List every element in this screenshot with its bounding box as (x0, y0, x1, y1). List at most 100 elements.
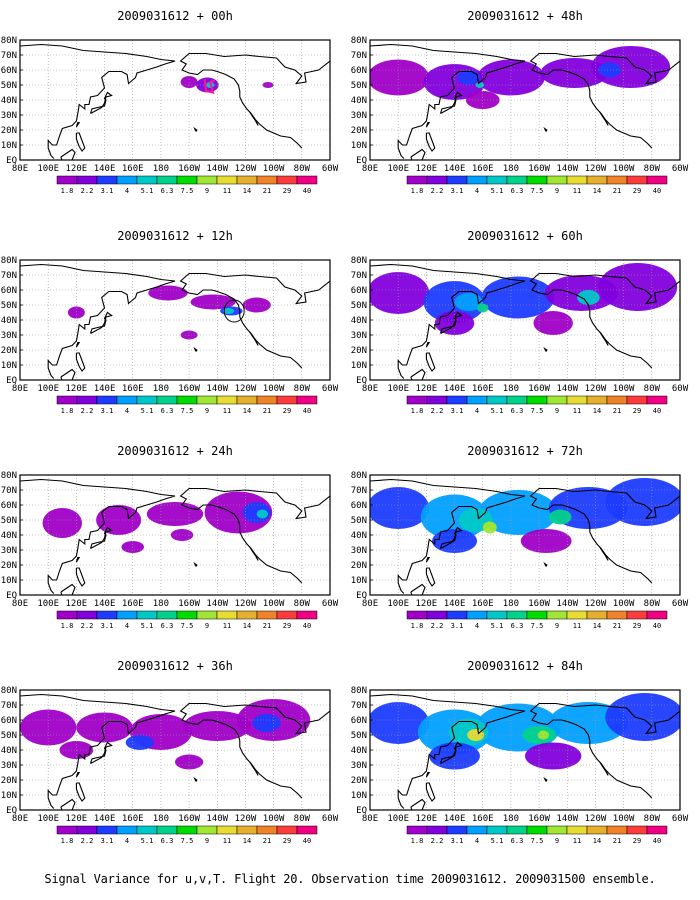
lon-tick-label: 100W (263, 599, 285, 609)
lon-tick-label: 100E (387, 164, 409, 174)
lon-tick-label: 160W (178, 384, 200, 394)
coastline (179, 52, 330, 149)
lat-tick-label: EQ (356, 376, 367, 386)
colorbar-swatch (426, 610, 448, 620)
variance-region (370, 59, 430, 96)
lon-tick-label: 80E (12, 384, 28, 394)
colorbar-label: 3.1 (451, 622, 464, 630)
colorbar-label: 7.5 (531, 187, 544, 195)
panel-title: 2009031612 + 24h (117, 444, 233, 458)
lon-tick-label: 100E (387, 384, 409, 394)
colorbar-label: 29 (283, 837, 291, 845)
colorbar-swatch (296, 175, 318, 185)
lat-tick-label: 70N (351, 486, 367, 496)
colorbar-swatch (546, 825, 568, 835)
lat-tick-label: 20N (1, 776, 17, 786)
colorbar-label: 2.2 (81, 187, 94, 195)
colorbar-label: 4 (125, 837, 129, 845)
colorbar-swatch (606, 825, 628, 835)
lon-tick-label: 100E (37, 814, 59, 824)
lat-tick-label: 30N (351, 761, 367, 771)
variance-region (457, 70, 480, 85)
colorbar-label: 6.3 (511, 407, 524, 415)
panel-title: 2009031612 + 00h (117, 9, 233, 23)
variance-region (370, 702, 430, 744)
coastline (529, 487, 680, 584)
lat-tick-label: 70N (351, 51, 367, 61)
colorbar-label: 21 (263, 407, 271, 415)
colorbar-label: 29 (633, 407, 641, 415)
colorbar-swatch (446, 825, 468, 835)
lat-tick-label: 80N (1, 686, 17, 696)
lon-tick-label: 100E (37, 164, 59, 174)
lon-tick-label: 160E (122, 814, 144, 824)
colorbar-swatch (546, 175, 568, 185)
lon-tick-label: 180 (503, 814, 519, 824)
colorbar-swatch (196, 610, 218, 620)
colorbar-label: 7.5 (181, 622, 194, 630)
panel-title: 2009031612 + 84h (467, 659, 583, 673)
coastline (599, 761, 609, 776)
coastline (89, 741, 113, 764)
colorbar-label: 9 (555, 837, 559, 845)
lat-tick-label: 70N (351, 271, 367, 281)
lon-tick-label: 140E (444, 164, 466, 174)
variance-region (242, 297, 271, 313)
variance-region (598, 62, 621, 78)
colorbar-label: 11 (573, 187, 581, 195)
lon-tick-label: 160W (178, 814, 200, 824)
colorbar-label: 11 (573, 407, 581, 415)
lat-tick-label: 80N (1, 36, 17, 46)
panel-title: 2009031612 + 60h (467, 229, 583, 243)
lon-tick-label: 140E (94, 384, 116, 394)
variance-region (76, 712, 133, 743)
colorbar-swatch (136, 610, 158, 620)
colorbar-swatch (586, 395, 608, 405)
lat-tick-label: 50N (351, 301, 367, 311)
colorbar-label: 1.8 (61, 407, 74, 415)
colorbar-swatch (466, 175, 488, 185)
colorbar-label: 40 (653, 837, 661, 845)
colorbar-swatch (506, 175, 528, 185)
colorbar-swatch (296, 825, 318, 835)
panel-title: 2009031612 + 48h (467, 9, 583, 23)
lat-tick-label: 10N (1, 141, 17, 151)
colorbar-swatch (566, 610, 588, 620)
coastline (249, 331, 259, 346)
coastline (439, 311, 463, 334)
variance-region (537, 730, 549, 740)
lon-tick-label: 60W (322, 599, 339, 609)
lat-tick-label: 50N (351, 516, 367, 526)
lat-tick-label: 40N (1, 96, 17, 106)
lon-tick-label: 100W (263, 164, 285, 174)
lon-tick-label: 60W (322, 384, 339, 394)
lat-tick-label: 70N (1, 51, 17, 61)
coastline (529, 272, 680, 369)
lon-tick-label: 140E (444, 384, 466, 394)
colorbar-swatch (626, 395, 648, 405)
coastline (370, 43, 526, 159)
map-panel: 2009031612 + 36h 80N 70N 60N 50N 40N 30N 20N 10N… (1, 659, 339, 845)
coastline (75, 352, 86, 372)
colorbar-label: 14 (593, 622, 601, 630)
colorbar-label: 40 (653, 622, 661, 630)
lon-tick-label: 100W (613, 814, 635, 824)
variance-region (454, 293, 483, 311)
coastline (599, 111, 609, 126)
lat-tick-label: 60N (351, 716, 367, 726)
colorbar-swatch (216, 175, 238, 185)
lat-tick-label: 70N (1, 701, 17, 711)
colorbar-label: 5.1 (141, 837, 154, 845)
colorbar-label: 2.2 (81, 407, 94, 415)
colorbar-label: 9 (205, 837, 209, 845)
coastline (599, 331, 609, 346)
coastline (410, 368, 426, 380)
colorbar-swatch (216, 610, 238, 620)
colorbar-swatch (96, 175, 118, 185)
lon-tick-label: 160W (528, 164, 550, 174)
lon-tick-label: 100W (613, 599, 635, 609)
coastline (20, 693, 176, 809)
colorbar-swatch (486, 610, 508, 620)
lon-tick-label: 120W (585, 599, 607, 609)
lon-tick-label: 140W (556, 599, 578, 609)
